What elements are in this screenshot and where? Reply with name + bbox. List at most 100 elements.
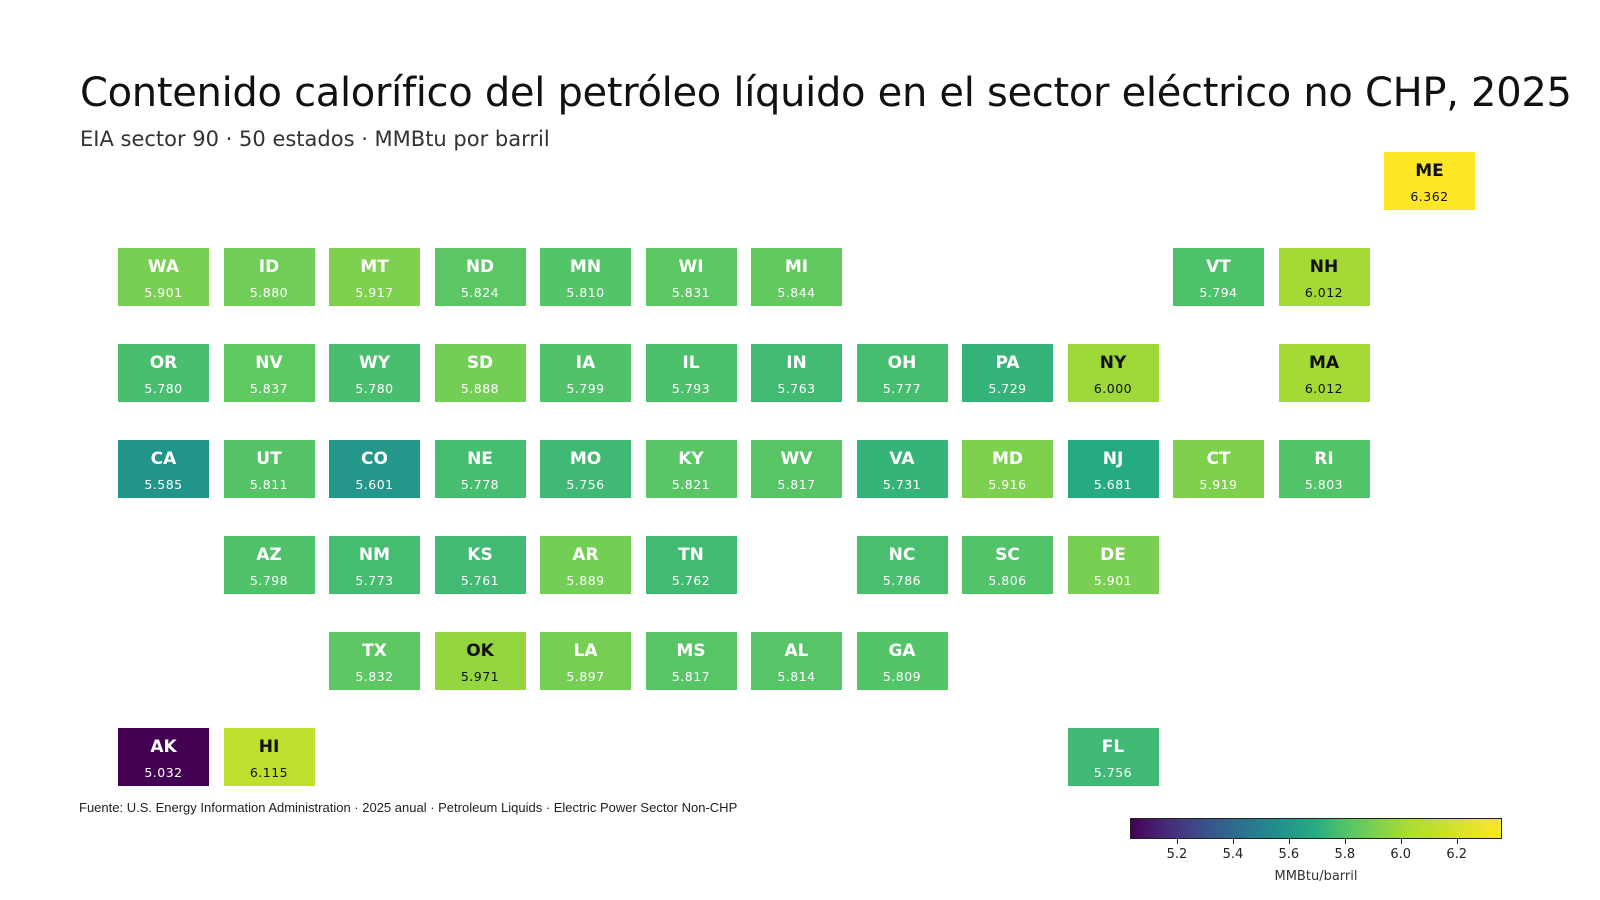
state-value: 5.798 xyxy=(249,573,289,588)
state-value: 5.824 xyxy=(460,285,500,300)
state-value: 5.773 xyxy=(355,573,394,588)
chart-subtitle: EIA sector 90 · 50 estados · MMBtu por b… xyxy=(80,127,550,151)
state-tile-ct: CT 5.919 xyxy=(1173,440,1264,498)
state-tile-nh: NH 6.012 xyxy=(1278,248,1370,306)
state-tile-mn: MN 5.810 xyxy=(540,248,631,306)
state-value: 5.814 xyxy=(777,669,816,684)
state-tile-al: AL 5.814 xyxy=(751,632,842,690)
state-value: 5.889 xyxy=(566,573,605,588)
state-tile-co: CO 5.601 xyxy=(329,440,420,498)
state-abbr: UT xyxy=(256,449,282,469)
state-value: 5.917 xyxy=(355,285,394,300)
state-value: 6.012 xyxy=(1304,381,1344,396)
state-tile-wv: WV 5.817 xyxy=(751,440,842,498)
state-abbr: RI xyxy=(1314,449,1334,469)
state-abbr: NV xyxy=(255,353,283,373)
state-abbr: AR xyxy=(572,545,599,565)
state-value: 5.811 xyxy=(249,477,289,492)
state-tile-nd: ND 5.824 xyxy=(434,248,526,306)
state-tile-pa: PA 5.729 xyxy=(962,344,1053,402)
state-abbr: HI xyxy=(258,737,280,757)
state-abbr: DE xyxy=(1100,545,1126,565)
state-abbr: AK xyxy=(150,737,177,757)
state-abbr: ND xyxy=(465,257,495,277)
state-abbr: MD xyxy=(991,449,1024,469)
state-tile-tx: TX 5.832 xyxy=(329,632,420,690)
state-value: 5.799 xyxy=(566,381,605,396)
state-tile-sc: SC 5.806 xyxy=(962,536,1053,594)
state-value: 5.809 xyxy=(882,669,922,684)
state-tile-ok: OK 5.971 xyxy=(434,632,526,690)
state-tile-ks: KS 5.761 xyxy=(434,536,526,594)
state-tile-nc: NC 5.786 xyxy=(856,536,948,594)
state-tile-il: IL 5.793 xyxy=(645,344,737,402)
state-tile-vt: VT 5.794 xyxy=(1173,248,1264,306)
state-abbr: AL xyxy=(784,641,809,661)
state-abbr: IN xyxy=(786,353,807,373)
state-abbr: WA xyxy=(147,257,180,277)
state-abbr: LA xyxy=(573,641,598,661)
state-abbr: IL xyxy=(682,353,700,373)
state-abbr: OK xyxy=(466,641,494,661)
state-value: 5.888 xyxy=(460,381,500,396)
state-tile-ms: MS 5.817 xyxy=(645,632,737,690)
state-tile-mi: MI 5.844 xyxy=(751,248,842,306)
state-tile-wa: WA 5.901 xyxy=(118,248,209,306)
state-value: 5.786 xyxy=(882,573,922,588)
state-abbr: GA xyxy=(888,641,916,661)
state-value: 5.971 xyxy=(460,669,500,684)
state-tile-ne: NE 5.778 xyxy=(434,440,526,498)
state-abbr: NJ xyxy=(1102,449,1124,469)
state-tile-mo: MO 5.756 xyxy=(540,440,631,498)
state-abbr: WI xyxy=(678,257,704,277)
state-tile-me: ME 6.362 xyxy=(1384,152,1475,210)
state-tile-nm: NM 5.773 xyxy=(329,536,420,594)
state-tile-az: AZ 5.798 xyxy=(223,536,315,594)
state-value: 5.901 xyxy=(1093,573,1133,588)
state-abbr: FL xyxy=(1101,737,1125,757)
state-tile-ia: IA 5.799 xyxy=(540,344,631,402)
state-tile-ky: KY 5.821 xyxy=(645,440,737,498)
state-abbr: VT xyxy=(1206,257,1231,277)
state-value: 6.115 xyxy=(249,765,289,780)
state-tile-ga: GA 5.809 xyxy=(856,632,948,690)
state-tile-hi: HI 6.115 xyxy=(223,728,315,786)
state-tile-or: OR 5.780 xyxy=(118,344,209,402)
state-abbr: TN xyxy=(678,545,704,565)
state-tile-tn: TN 5.762 xyxy=(645,536,737,594)
state-value: 5.729 xyxy=(988,381,1027,396)
state-abbr: MT xyxy=(360,257,389,277)
state-tile-ny: NY 6.000 xyxy=(1067,344,1159,402)
state-value: 5.756 xyxy=(1093,765,1133,780)
state-value: 5.837 xyxy=(249,381,289,396)
state-tile-wy: WY 5.780 xyxy=(329,344,420,402)
state-abbr: IA xyxy=(575,353,596,373)
state-value: 5.806 xyxy=(988,573,1027,588)
state-value: 5.793 xyxy=(671,381,711,396)
state-value: 5.831 xyxy=(671,285,711,300)
state-value: 5.817 xyxy=(777,477,816,492)
state-tile-mt: MT 5.917 xyxy=(329,248,420,306)
state-abbr: MI xyxy=(784,257,809,277)
state-value: 5.821 xyxy=(671,477,711,492)
state-tile-ri: RI 5.803 xyxy=(1278,440,1370,498)
state-value: 5.919 xyxy=(1199,477,1238,492)
state-abbr: OR xyxy=(149,353,178,373)
state-abbr: MS xyxy=(676,641,706,661)
chart-title: Contenido calorífico del petróleo líquid… xyxy=(80,70,1572,116)
state-value: 5.916 xyxy=(988,477,1027,492)
state-value: 5.780 xyxy=(144,381,183,396)
state-tile-ut: UT 5.811 xyxy=(223,440,315,498)
state-value: 5.844 xyxy=(777,285,816,300)
state-value: 5.032 xyxy=(144,765,183,780)
state-value: 5.731 xyxy=(882,477,922,492)
state-abbr: ID xyxy=(258,257,280,277)
state-tile-md: MD 5.916 xyxy=(962,440,1053,498)
state-value: 5.778 xyxy=(460,477,500,492)
state-abbr: NM xyxy=(358,545,391,565)
colorbar xyxy=(1130,818,1502,839)
state-abbr: ME xyxy=(1415,161,1444,181)
state-value: 5.763 xyxy=(777,381,816,396)
state-value: 5.803 xyxy=(1304,477,1344,492)
